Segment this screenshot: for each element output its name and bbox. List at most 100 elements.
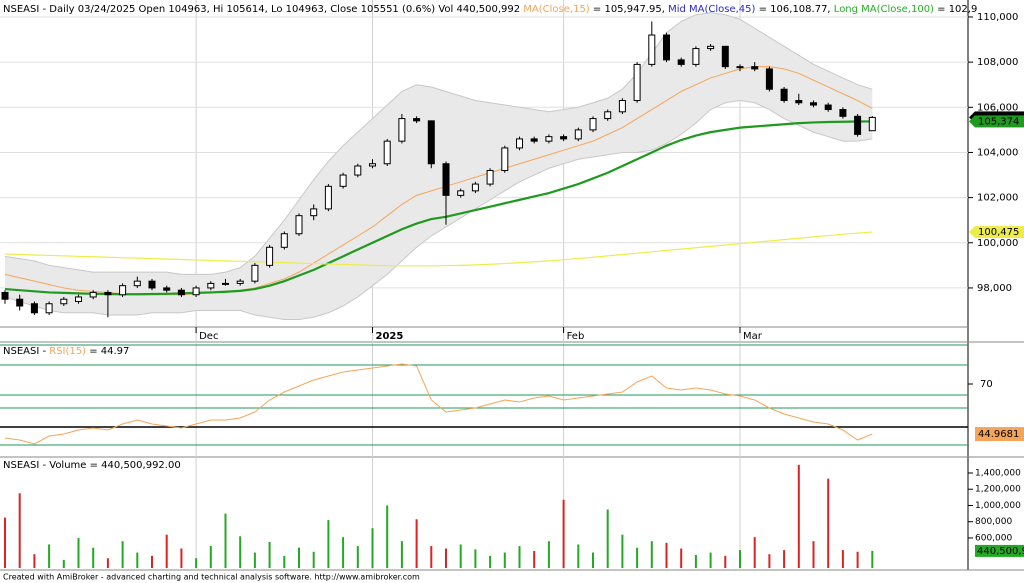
volume-bar <box>592 552 594 568</box>
candle-body <box>545 136 553 142</box>
candle-body <box>736 66 744 69</box>
y-tick-label: 1,400,000 <box>975 468 1021 478</box>
volume-bar <box>312 551 315 568</box>
candle-body <box>780 88 788 102</box>
candle-body <box>486 170 494 185</box>
candle-body <box>574 129 582 140</box>
y-tick-label: 70 <box>980 379 993 390</box>
rsi-suffix: = 44.97 <box>86 346 129 357</box>
volume-bar <box>694 555 697 568</box>
y-tick-label: 100,000 <box>977 238 1018 249</box>
candle-body <box>236 280 244 284</box>
candle-body <box>751 66 759 70</box>
candle-body <box>1 291 9 300</box>
candle-body <box>89 291 97 298</box>
rsi-name: RSI(15) <box>49 346 86 357</box>
candle-body <box>707 45 715 50</box>
volume-bar <box>503 552 506 568</box>
candle-body <box>663 34 670 61</box>
price-tag <box>975 226 1024 239</box>
candle-body <box>413 118 421 122</box>
candle-body <box>75 296 82 302</box>
candle-body <box>148 280 156 289</box>
volume-bar <box>48 544 51 568</box>
x-tick-label: 2025 <box>376 331 404 342</box>
candle-body <box>765 68 773 90</box>
candle-body <box>177 289 185 296</box>
volume-bar <box>253 552 256 568</box>
candle-body <box>516 138 523 149</box>
candle-body <box>339 174 347 187</box>
band-upper <box>4 11 873 275</box>
candle-body <box>369 163 376 167</box>
volume-bar <box>606 509 609 568</box>
y-tick-label: 110,000 <box>977 12 1018 23</box>
volume-bar <box>709 552 712 568</box>
candle-body <box>251 264 259 282</box>
volume-bar <box>650 541 653 568</box>
volume-header: NSEASI - Volume = 440,500,992.00 <box>3 460 181 471</box>
plot-layer: Dec 2025 Feb Mar 98,000 100,000 102,000 104,000… <box>0 0 1024 570</box>
volume-bar <box>724 555 727 568</box>
rsi-tag-label: 44.9681 <box>978 429 1019 440</box>
candle-body <box>604 111 612 120</box>
y-tick-label: 600,000 <box>975 533 1012 543</box>
candle-body <box>266 246 274 266</box>
volume-bar <box>180 548 183 568</box>
y-tick-label: 1,200,000 <box>975 485 1021 495</box>
volume-bar <box>768 554 771 568</box>
rsi-header: NSEASI - RSI(15) = 44.97 <box>3 346 129 357</box>
volume-bar <box>753 537 756 568</box>
header-text: NSEASI - Daily 03/24/2025 Open 104963, H… <box>3 4 523 15</box>
y-tick-label: 102,000 <box>977 193 1018 204</box>
candle-body <box>501 147 509 172</box>
y-tick-label: 108,000 <box>977 57 1018 68</box>
volume-bar <box>4 517 6 568</box>
candle-body <box>207 282 215 289</box>
rsi-prefix: NSEASI - <box>3 346 49 357</box>
candle-body <box>560 136 568 140</box>
volume-bar <box>827 478 830 568</box>
candle-body <box>648 34 656 65</box>
volume-bar <box>474 549 477 568</box>
candle-body <box>280 233 288 248</box>
x-tick-label: Feb <box>567 331 585 342</box>
series-label: Mid MA(Close,45) <box>668 4 755 15</box>
candle-body <box>839 109 847 117</box>
volume-bar <box>812 541 815 568</box>
volume-bar <box>195 558 198 568</box>
volume-bar <box>636 547 639 568</box>
candle-body <box>119 285 127 296</box>
volume-bar <box>371 528 374 568</box>
candle-body <box>16 298 24 307</box>
volume-bar <box>430 546 433 568</box>
volume-bar <box>445 548 447 568</box>
ma-line <box>4 120 873 296</box>
volume-bar <box>18 493 21 568</box>
volume-bar <box>327 520 330 568</box>
volume-bar <box>665 542 668 568</box>
candle-body <box>442 163 450 196</box>
candle-body <box>471 183 479 192</box>
volume-bar <box>151 555 153 568</box>
volume-tag <box>975 544 1024 557</box>
volume-bar <box>783 550 786 568</box>
candle-body <box>354 165 362 176</box>
price-tag-label: 105,374 <box>978 116 1019 127</box>
candle-body <box>295 215 303 235</box>
header-text: = 106,108.77, <box>755 4 833 15</box>
volume-bar <box>224 513 227 568</box>
candle-body <box>398 118 406 142</box>
price-tag-label: 100,475 <box>978 227 1019 238</box>
volume-bar <box>415 519 418 568</box>
volume-bar <box>533 550 536 568</box>
header-text: = 105,947.95, <box>590 4 668 15</box>
candle-body <box>868 116 876 132</box>
y-tick-label: 104,000 <box>977 147 1018 158</box>
volume-bar <box>283 555 286 568</box>
y-tick-label: 1,000,000 <box>975 501 1021 511</box>
volume-bar <box>680 548 683 568</box>
candle-body <box>324 185 332 210</box>
volume-bar <box>459 544 462 568</box>
